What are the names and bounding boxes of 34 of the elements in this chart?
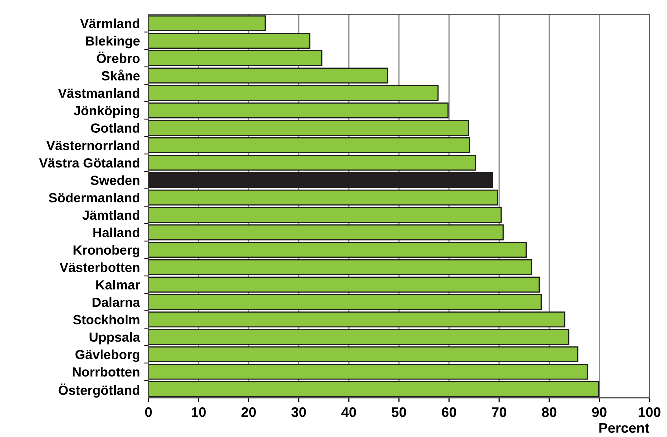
y-tick-label: Jämtland — [82, 210, 140, 220]
y-tick-label: Sweden — [90, 176, 140, 186]
y-tick-label: Kalmar — [96, 280, 140, 290]
y-tick-label: Östergötland — [58, 384, 140, 398]
y-tick-label: Uppsala — [90, 332, 140, 345]
y-tick-label: Gotland — [91, 123, 140, 133]
x-tick-label: 20 — [242, 408, 256, 418]
x-tick-label: 70 — [492, 408, 507, 418]
y-tick-label: Västmanland — [58, 88, 140, 98]
y-tick-label: Gävleborg — [76, 350, 140, 362]
y-tick-label: Stockholm — [73, 314, 140, 325]
y-tick-label: Kronoberg — [74, 245, 140, 258]
x-tick-label: 40 — [342, 408, 356, 418]
y-tick-label: Skåne — [102, 70, 140, 81]
y-tick-label: Värmland — [80, 18, 140, 28]
x-tick-label: 0 — [145, 408, 152, 418]
y-tick-label: Örebro — [96, 52, 140, 64]
y-tick-label: Södermanland — [49, 192, 140, 203]
y-tick-label: Västra Götaland — [39, 158, 140, 168]
x-tick-label: 80 — [542, 408, 557, 418]
y-tick-label: Dalarna — [92, 298, 140, 308]
x-tick-label: 60 — [442, 408, 456, 418]
y-tick-label: Västerbotten — [60, 262, 140, 272]
y-tick-label: Norrbotten — [73, 367, 140, 377]
y-tick-label: Jönköping — [74, 106, 140, 118]
x-tick-label: 90 — [592, 408, 607, 418]
y-tick-label: Västernorrland — [46, 140, 140, 150]
x-axis-title: Percent — [600, 423, 650, 434]
x-tick-label: 50 — [392, 408, 406, 418]
y-tick-label: Blekinge — [86, 36, 140, 49]
x-tick-label: 100 — [638, 408, 661, 418]
x-tick-label: 30 — [292, 408, 306, 418]
y-tick-label: Halland — [94, 228, 140, 238]
x-tick-label: 10 — [192, 408, 206, 418]
